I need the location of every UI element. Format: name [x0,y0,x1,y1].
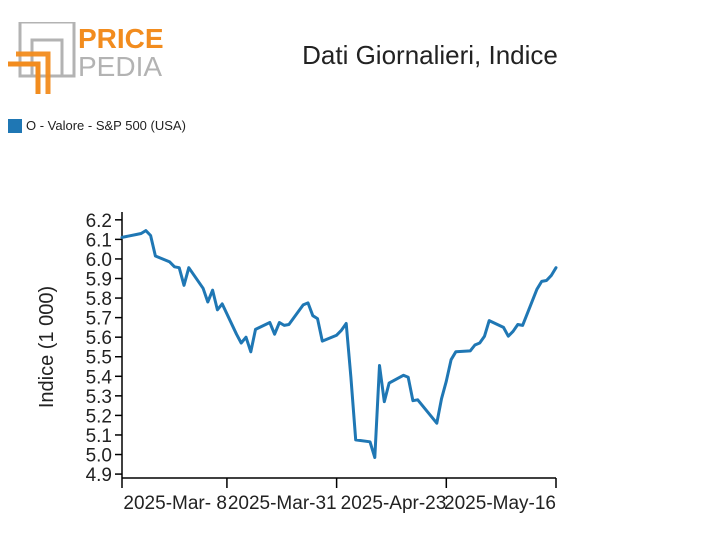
y-tick-label: 5.8 [86,289,112,310]
series-line [120,229,558,459]
y-tick-label: 6.0 [86,250,112,271]
y-tick-label: 5.0 [86,446,112,467]
y-tick-label: 5.5 [86,348,112,369]
y-tick-label: 6.1 [86,230,112,251]
y-tick-label: 5.2 [86,406,112,427]
y-tick-label: 5.1 [86,426,112,447]
logo-text-pedia: PEDIA [78,51,162,82]
x-tick-label: 2025-Apr-23 [341,493,447,514]
legend-label: O - Valore - S&P 500 (USA) [26,118,186,133]
x-tick-label: 2025-May-16 [444,493,556,514]
y-tick-label: 5.4 [86,367,113,388]
y-tick-label: 5.6 [86,328,112,349]
y-tick-label: 6.2 [86,211,112,232]
pricepedia-logo: PRICE PEDIA [8,22,164,94]
x-axis: 2025-Mar- 8 2025-Mar-31 2025-Apr-232025-Ma… [121,477,557,514]
x-tick-label: 2025-Mar-31 [228,493,337,514]
y-axis-title: Indice (1 000) [36,286,58,408]
y-tick-label: 4.9 [86,465,112,486]
legend: O - Valore - S&P 500 (USA) [8,118,186,133]
legend-swatch [8,118,22,133]
logo-text-price: PRICE [78,23,164,54]
x-tick-label: 2025-Mar- 8 [123,493,227,514]
chart-title: Dati Giornalieri, Indice [302,40,558,70]
logo-mark [8,22,76,94]
y-tick-label: 5.9 [86,270,112,291]
y-tick-label: 5.3 [86,387,112,408]
y-axis: 4.95.05.15.25.35.45.55.65.75.85.96.06.16… [86,211,123,486]
y-tick-label: 5.7 [86,309,112,330]
